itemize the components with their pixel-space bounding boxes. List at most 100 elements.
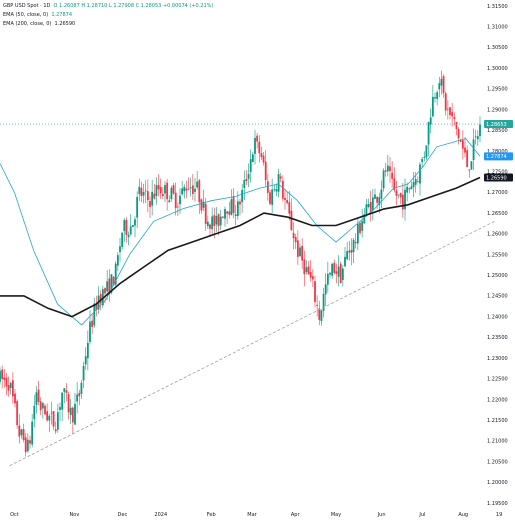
ema50-value: 1.27874	[51, 12, 73, 18]
candle	[273, 184, 276, 192]
candle	[46, 403, 49, 423]
candle	[408, 187, 411, 194]
candle	[472, 128, 475, 171]
candle	[346, 241, 349, 261]
candle	[348, 241, 351, 261]
candle	[153, 183, 156, 200]
price-tick-label: 1.28000	[487, 149, 508, 155]
candle	[185, 180, 188, 199]
candle	[380, 180, 383, 209]
price-tick-label: 1.24500	[487, 294, 508, 300]
price-tick-label: 1.20000	[487, 480, 508, 486]
time-tick-label: 2024	[154, 512, 167, 518]
candle	[314, 275, 316, 308]
candle	[35, 386, 38, 414]
candle	[470, 161, 473, 170]
candle	[82, 361, 85, 389]
candle	[369, 190, 372, 222]
candle	[434, 92, 436, 103]
candle	[125, 217, 128, 243]
candle	[16, 399, 19, 429]
candle	[468, 169, 471, 178]
candle	[290, 198, 293, 231]
candle	[61, 392, 64, 421]
candle	[20, 428, 23, 439]
candle	[183, 184, 186, 199]
candle	[9, 381, 12, 395]
candle	[361, 208, 364, 238]
candle	[219, 209, 222, 230]
legend-ema200-row[interactable]: EMA (200, close, 0) 1.26590	[3, 20, 213, 29]
price-tick-label: 1.29500	[487, 87, 508, 93]
candle	[69, 398, 72, 424]
candle	[181, 181, 184, 196]
candle	[3, 368, 6, 388]
time-tick-label: Mar	[247, 512, 257, 518]
candle	[412, 172, 415, 198]
candle	[318, 300, 321, 326]
candle	[168, 195, 171, 203]
candle	[406, 182, 409, 202]
candle	[65, 383, 68, 402]
candle	[296, 230, 299, 266]
candle	[350, 238, 353, 266]
candle	[444, 91, 447, 116]
candle	[464, 137, 466, 158]
candle	[316, 295, 319, 317]
candle	[438, 76, 441, 98]
candle	[226, 211, 229, 225]
candle	[114, 261, 117, 287]
candle	[429, 108, 432, 134]
candle	[333, 259, 336, 275]
candle	[446, 100, 449, 120]
candle	[189, 177, 192, 197]
candle	[95, 295, 98, 317]
time-axis[interactable]: Oct Nov Dec 2024 Feb Mar Apr May Jun Jul Aug 19	[10, 512, 502, 518]
candle	[294, 233, 297, 249]
price-tag-label: 1.28653	[486, 122, 507, 128]
candle	[251, 151, 254, 163]
price-axis[interactable]: 1.31500 1.31000 1.30500 1.30000 1.29500 1.290…	[487, 4, 508, 507]
price-tag-label: 1.26590	[486, 175, 507, 181]
candle	[91, 314, 94, 334]
ema200-price-tag: 1.26590	[484, 173, 513, 182]
candle	[24, 432, 27, 457]
candle	[174, 182, 177, 216]
candle	[419, 162, 421, 196]
candle	[33, 395, 36, 428]
candle	[1, 365, 4, 389]
candle	[410, 181, 413, 190]
time-tick-label: Jul	[418, 512, 425, 518]
legend-symbol-row[interactable]: GBP USD Spot · 1D O 1.26087 H 1.28710 L …	[3, 2, 213, 11]
candle	[7, 376, 10, 397]
candle	[119, 237, 121, 262]
candle	[54, 421, 57, 435]
candle	[243, 170, 246, 201]
candle	[161, 186, 164, 199]
candle	[436, 90, 439, 106]
candle	[129, 214, 132, 236]
legend-ema50-row[interactable]: EMA (50, close, 0) 1.27874	[3, 11, 213, 20]
price-tick-label: 1.21500	[487, 418, 508, 424]
candle	[376, 196, 379, 210]
candle	[449, 107, 451, 120]
price-tick-label: 1.28500	[487, 128, 508, 134]
candle	[76, 382, 79, 414]
time-tick-label: Jun	[377, 512, 386, 518]
candle	[301, 238, 304, 270]
time-tick-label: Dec	[118, 512, 128, 518]
candle	[254, 130, 256, 165]
candle	[249, 149, 252, 183]
candle	[221, 215, 224, 219]
support-trendline	[9, 221, 495, 467]
candle	[211, 207, 214, 236]
candle	[292, 222, 295, 250]
candle	[39, 397, 42, 416]
time-tick-label: 19	[496, 512, 502, 518]
candle	[367, 198, 370, 209]
candle	[284, 188, 286, 210]
time-tick-label: May	[331, 512, 341, 518]
candle	[230, 189, 233, 216]
candle	[431, 85, 434, 118]
